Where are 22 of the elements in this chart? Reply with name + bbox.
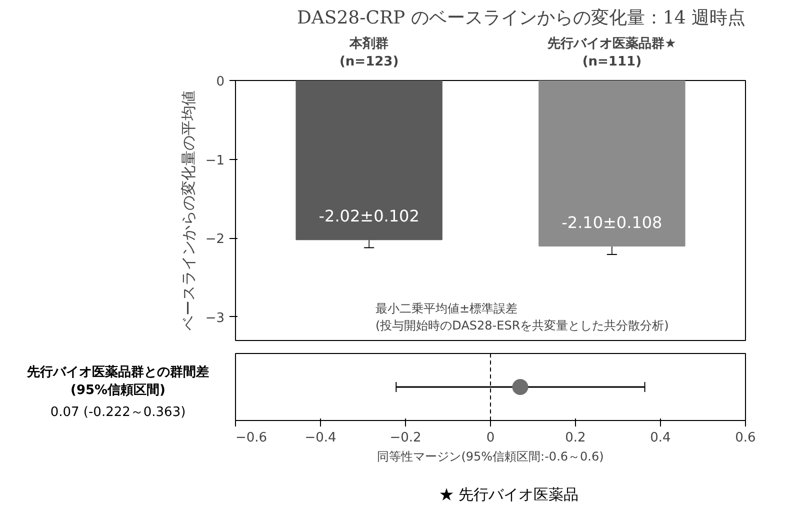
x-tick-label: 0.2	[565, 430, 586, 446]
x-tick-label: −0.4	[304, 430, 336, 446]
chart-title: DAS28-CRP のベースラインからの変化量：14 週時点	[296, 8, 746, 28]
y-tick-label: −3	[205, 310, 225, 326]
x-tick-label: 0.4	[650, 430, 671, 446]
text: 0.07 (-0.222～0.363)	[50, 404, 186, 420]
annotation: 最小二乗平均値±標準誤差 (投与開始時のDAS28-ESRを共変量とした共分散分析)	[376, 302, 669, 332]
x-tick-label: 0.6	[735, 430, 756, 446]
x-axis-title: 同等性マージン(95%信頼区間:-0.6～0.6)	[377, 450, 604, 464]
y-tick-label: 先行バイオ医薬品群との群間差 (95%信頼区間)	[26, 364, 209, 398]
x-tick-label: −0.6	[236, 430, 268, 446]
y-axis-title: ベースラインからの変化量の平均値	[179, 90, 198, 330]
y-tick-label: 0	[216, 74, 225, 90]
x-tick-label: −0.2	[390, 430, 422, 446]
data-label: -2.02±0.102	[318, 206, 420, 226]
text: ★ 先行バイオ医薬品	[438, 486, 579, 504]
data-label: -2.10±0.108	[562, 212, 662, 232]
y-tick-label: −1	[205, 153, 225, 168]
x-tick-label: 本剤群 (n=123)	[339, 36, 399, 70]
y-tick-label: −2	[205, 232, 225, 248]
x-tick-label: 0	[486, 430, 495, 446]
x-tick-label: 先行バイオ医薬品群★ (n=111)	[546, 36, 676, 70]
